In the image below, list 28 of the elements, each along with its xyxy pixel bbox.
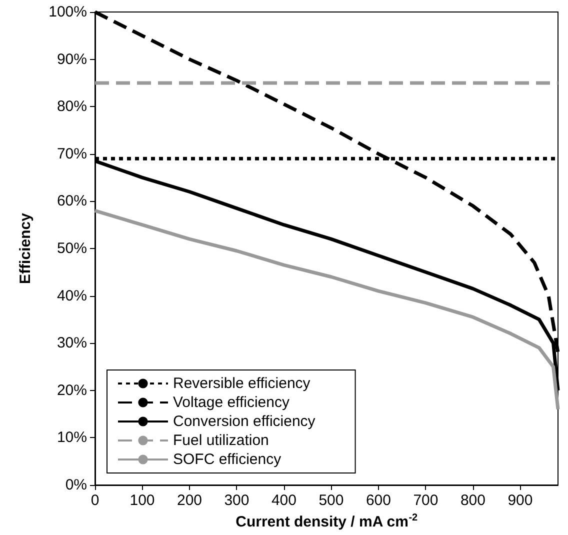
legend-label: SOFC efficiency <box>173 451 282 468</box>
line-series <box>93 208 560 412</box>
x-tick-label: 800 <box>460 492 486 509</box>
legend-label: Fuel utilization <box>173 432 269 449</box>
y-tick-label: 40% <box>56 287 87 304</box>
y-tick-label: 90% <box>56 50 87 68</box>
y-axis-title: Efficiency <box>17 212 34 284</box>
y-tick-label: 20% <box>56 382 87 399</box>
legend-label: Voltage efficiency <box>173 394 290 411</box>
x-tick-label: 700 <box>413 492 438 509</box>
x-tick-label: 400 <box>271 492 296 509</box>
y-tick-label: 30% <box>56 334 87 352</box>
x-tick-label: 500 <box>318 492 344 509</box>
y-tick-label: 50% <box>56 240 87 257</box>
legend-label: Reversible efficiency <box>173 375 311 392</box>
y-tick-label: 80% <box>56 98 87 116</box>
y-tick-label: 10% <box>56 429 87 446</box>
x-tick-label: 600 <box>366 492 391 509</box>
y-tick-label: 70% <box>56 145 87 162</box>
legend-label: Conversion efficiency <box>173 413 316 430</box>
y-tick-label: 100% <box>48 4 87 20</box>
x-tick-label: 100 <box>130 492 155 509</box>
x-tick-label: 0 <box>90 492 100 509</box>
x-tick-label: 300 <box>224 492 250 509</box>
y-tick-label: 0% <box>65 476 87 494</box>
y-tick-label: 60% <box>56 192 87 210</box>
x-tick-label: 900 <box>508 492 533 509</box>
x-tick-label: 200 <box>176 492 202 509</box>
